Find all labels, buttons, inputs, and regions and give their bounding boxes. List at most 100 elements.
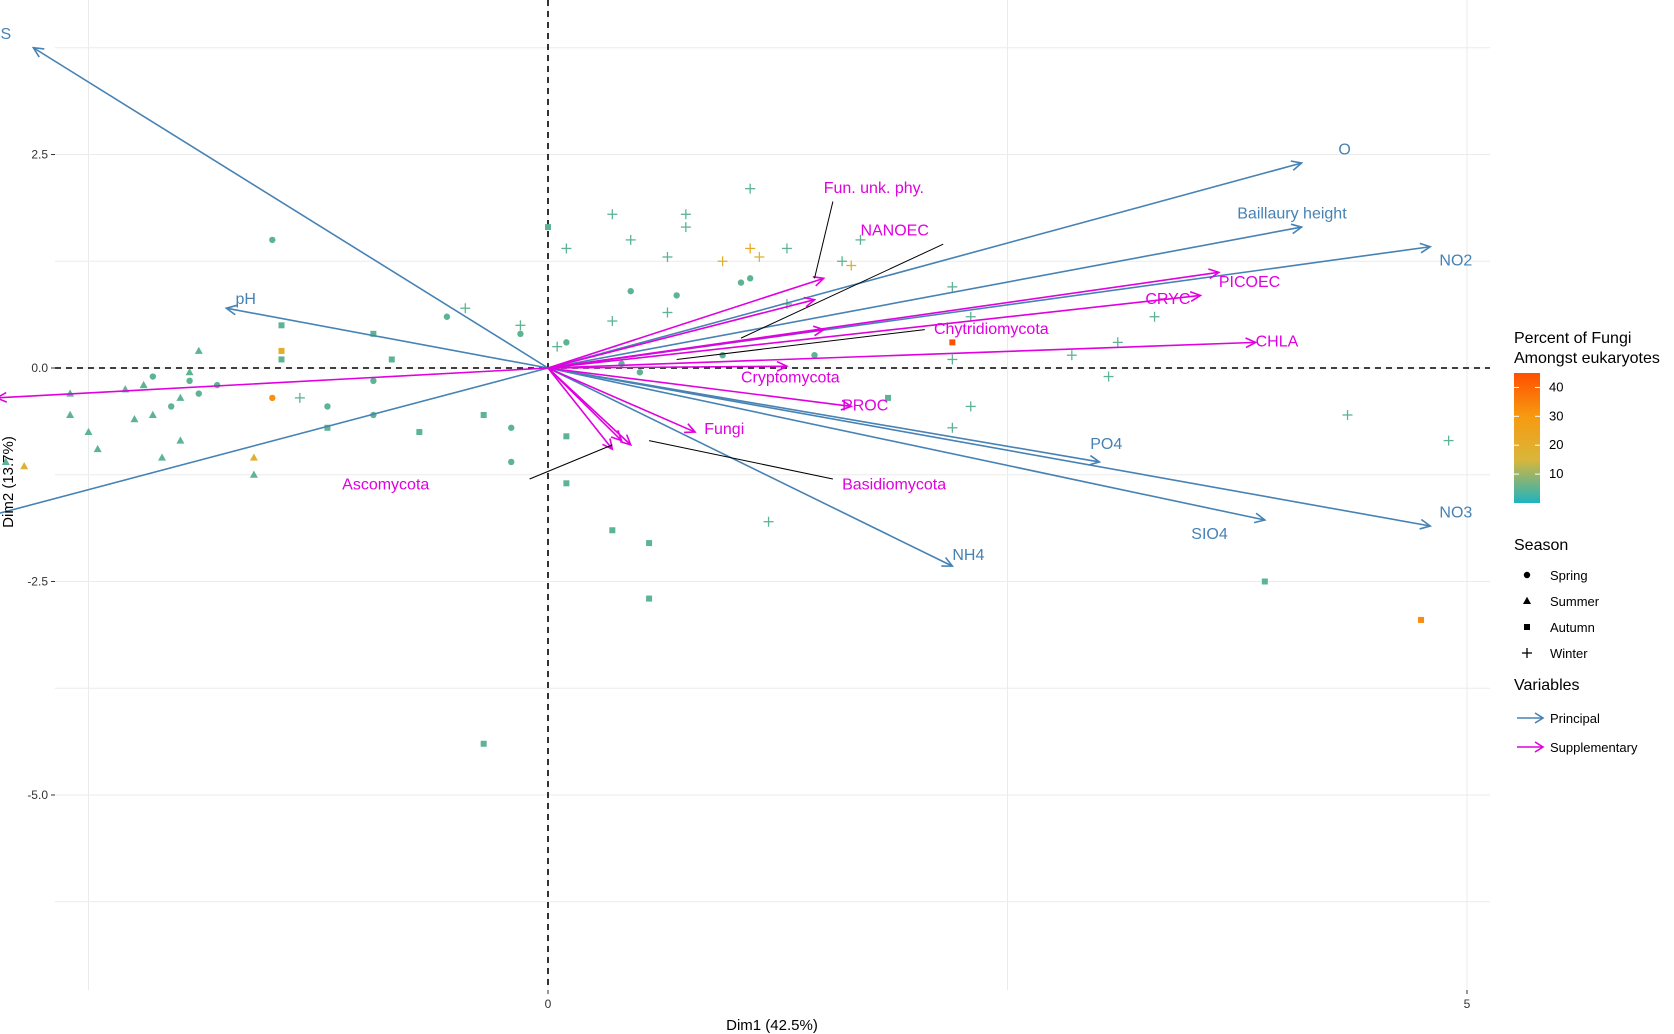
data-point-summer	[66, 389, 75, 397]
variables-legend-key-supplementary	[1517, 741, 1545, 753]
label-leader-line	[676, 329, 925, 360]
data-point-winter	[855, 234, 866, 245]
season-legend-key-autumn	[1524, 624, 1530, 630]
data-point-autumn	[324, 424, 331, 431]
data-point-winter	[662, 251, 673, 262]
data-points	[0, 183, 1454, 747]
data-point-winter	[515, 320, 526, 331]
supplementary-vector-proc	[547, 367, 854, 411]
data-point-autumn	[563, 433, 570, 440]
data-point-autumn	[480, 740, 487, 747]
colorbar-title-line2: Amongst eukaryotes	[1514, 350, 1660, 367]
supplementary-vector-cryc	[547, 290, 1203, 369]
data-point-summer	[194, 346, 203, 354]
variables-legend-items: Principal Supplementary	[1517, 711, 1638, 755]
arrow-head	[840, 399, 854, 411]
principal-vector-s	[31, 46, 549, 369]
arrow-head	[776, 360, 789, 372]
colorbar-tick-label: 20	[1549, 437, 1563, 452]
principal-vector-no3	[547, 367, 1433, 530]
data-point-winter	[947, 422, 958, 433]
data-point-winter	[1066, 350, 1077, 361]
data-point-winter	[965, 311, 976, 322]
arrow-head	[812, 325, 826, 337]
data-point-winter	[837, 256, 848, 267]
arrow-head	[0, 391, 8, 403]
season-legend-label: Winter	[1550, 646, 1588, 661]
data-point-spring	[508, 424, 515, 431]
data-point-summer	[130, 415, 139, 423]
principal-vector-o	[547, 160, 1304, 369]
colorbar-ticks: 10 20 30 40	[1514, 379, 1563, 481]
data-point-winter	[680, 209, 691, 220]
data-point-winter	[1112, 337, 1123, 348]
data-point-winter	[294, 392, 305, 403]
x-tick-label: 5	[1464, 997, 1471, 1011]
data-point-spring	[508, 458, 515, 466]
supplementary-vector-picoec	[547, 268, 1221, 369]
season-legend-title: Season	[1514, 537, 1568, 554]
data-point-winter	[662, 307, 673, 318]
supplementary-vector-label: Chytridiomycota	[934, 321, 1049, 338]
arrow-head	[1088, 454, 1102, 466]
data-point-autumn	[278, 347, 285, 354]
supplementary-vector-label: PROC	[842, 398, 888, 415]
arrow-shaft	[547, 367, 696, 433]
colorbar-title-line1: Percent of Fungi	[1514, 330, 1631, 347]
data-point-winter	[625, 234, 636, 245]
data-point-summer	[0, 468, 1, 470]
data-point-winter	[947, 354, 958, 365]
arrow-shaft	[547, 367, 623, 442]
data-point-spring	[168, 403, 175, 410]
arrow-shaft	[32, 47, 549, 369]
variables-legend-label: Principal	[1550, 711, 1600, 726]
data-point-spring	[149, 373, 157, 380]
data-point-spring	[186, 377, 193, 385]
data-point-summer	[139, 380, 148, 389]
legend: Percent of Fungi Amongst eukaryotes 10 20…	[1514, 330, 1660, 755]
variables-legend-title: Variables	[1514, 677, 1580, 694]
colorbar-tick-label: 10	[1549, 466, 1563, 481]
data-point-winter	[607, 316, 618, 327]
data-point-summer	[148, 410, 157, 418]
data-point-spring	[673, 292, 680, 299]
season-legend-label: Spring	[1550, 568, 1588, 583]
data-point-autumn	[278, 356, 285, 363]
data-point-spring	[811, 351, 818, 359]
principal-vector-label: O	[1338, 142, 1350, 159]
colorbar	[1514, 373, 1540, 503]
data-point-winter	[717, 256, 728, 267]
data-point-autumn	[1418, 616, 1425, 623]
season-legend-label: Summer	[1550, 594, 1600, 609]
data-point-winter	[680, 222, 691, 233]
label-leader-line	[529, 444, 613, 480]
data-point-spring	[737, 279, 745, 286]
supplementary-vector-chla	[547, 337, 1258, 369]
arrow-head	[224, 304, 238, 316]
data-point-spring	[746, 275, 754, 282]
arrow-shaft	[547, 298, 815, 369]
arrow-shaft	[547, 294, 1201, 369]
arrow-head	[1245, 337, 1258, 349]
data-point-autumn	[885, 394, 892, 401]
y-tick-label: -5.0	[27, 788, 48, 802]
arrow-head	[1253, 512, 1267, 524]
data-point-winter	[846, 260, 857, 271]
arrow-head	[602, 438, 614, 451]
arrow-shaft	[547, 365, 787, 369]
principal-vector-label: SIO4	[1191, 526, 1228, 543]
arrow-head	[610, 429, 623, 442]
data-point-winter	[947, 281, 958, 292]
data-point-spring	[269, 394, 276, 402]
data-point-autumn	[609, 527, 616, 534]
data-point-autumn	[646, 540, 653, 547]
data-point-spring	[443, 313, 451, 320]
season-legend-key-winter	[1522, 648, 1532, 658]
data-point-summer	[158, 453, 167, 461]
principal-vector-label: pH	[236, 291, 256, 308]
arrow-shaft	[0, 367, 549, 514]
data-point-spring	[517, 330, 524, 338]
data-point-spring	[195, 390, 202, 397]
y-tick-label: 2.5	[31, 148, 48, 162]
data-point-autumn	[646, 595, 653, 602]
